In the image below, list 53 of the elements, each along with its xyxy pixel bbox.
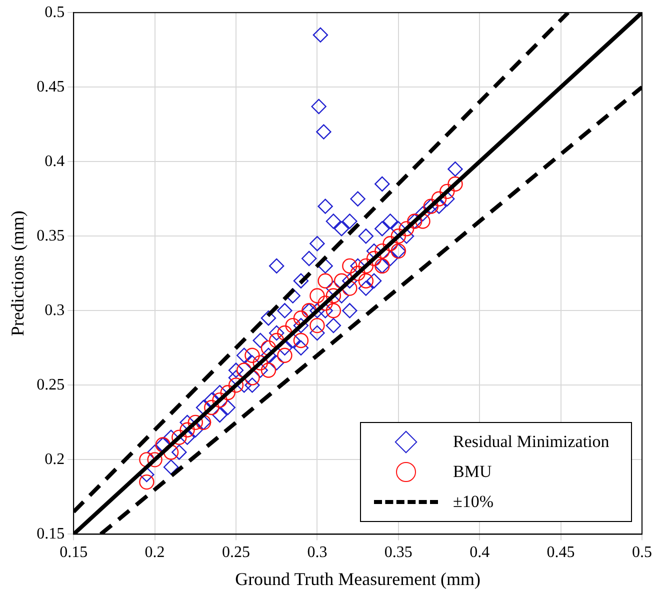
point bbox=[431, 191, 447, 206]
point bbox=[180, 422, 195, 438]
point bbox=[147, 452, 162, 468]
point bbox=[139, 474, 154, 490]
y-tick-label: 0.4 bbox=[44, 152, 65, 170]
point bbox=[244, 348, 260, 363]
x-tick-label: 0.25 bbox=[222, 544, 250, 562]
point bbox=[260, 362, 276, 378]
point bbox=[390, 228, 406, 244]
point bbox=[342, 258, 358, 274]
legend-label: ±10% bbox=[453, 492, 494, 512]
legend-label: BMU bbox=[453, 462, 492, 482]
x-tick-label: 0.45 bbox=[546, 544, 575, 562]
point bbox=[228, 378, 244, 393]
y-tick-label: 0.45 bbox=[36, 78, 65, 96]
point bbox=[448, 176, 463, 192]
y-tick-label: 0.35 bbox=[36, 227, 65, 244]
point bbox=[277, 348, 292, 363]
x-tick-label: 0.2 bbox=[144, 544, 165, 562]
legend-label: Residual Minimization bbox=[453, 432, 610, 452]
y-tick-label: 0.2 bbox=[44, 450, 65, 468]
point bbox=[172, 430, 187, 445]
point bbox=[398, 221, 414, 236]
point bbox=[310, 318, 325, 334]
y-tick-label: 0.3 bbox=[44, 302, 65, 319]
x-tick-label: 0.35 bbox=[384, 544, 412, 562]
point bbox=[293, 332, 309, 348]
point bbox=[220, 385, 236, 400]
point bbox=[358, 258, 374, 274]
x-tick-label: 0.3 bbox=[307, 544, 328, 562]
point bbox=[326, 303, 342, 318]
y-tick-label: 0.5 bbox=[44, 4, 65, 21]
point bbox=[252, 355, 268, 370]
x-tick-label: 0.15 bbox=[60, 544, 88, 562]
point bbox=[212, 392, 228, 408]
y-tick-label: 0.15 bbox=[36, 525, 65, 542]
point bbox=[188, 414, 203, 430]
x-tick-label: 0.5 bbox=[632, 544, 652, 562]
point bbox=[318, 296, 333, 311]
point bbox=[382, 236, 398, 252]
point bbox=[366, 250, 382, 266]
y-tick-label: 0.25 bbox=[36, 376, 65, 394]
point bbox=[326, 288, 342, 304]
x-tick-label: 0.4 bbox=[470, 544, 490, 562]
point bbox=[310, 288, 325, 304]
point bbox=[358, 273, 374, 288]
point bbox=[440, 184, 455, 200]
point bbox=[204, 400, 220, 416]
point bbox=[318, 273, 333, 288]
y-axis-title: Predictions (mm) bbox=[8, 210, 28, 336]
x-axis-title: Ground Truth Measurement (mm) bbox=[235, 568, 481, 589]
point bbox=[350, 266, 366, 281]
point bbox=[374, 243, 390, 259]
